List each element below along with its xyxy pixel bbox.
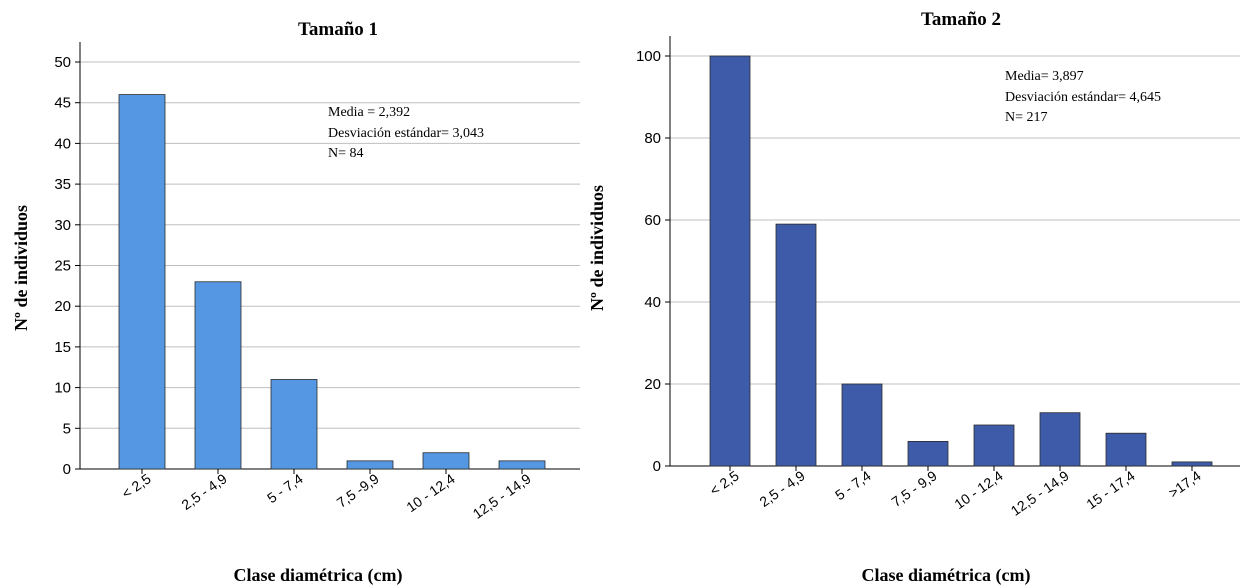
x-tick-label: < 2,5 bbox=[707, 467, 742, 498]
bar bbox=[270, 379, 318, 470]
bar bbox=[907, 440, 949, 467]
x-axis-label: Clase diamétrica (cm) bbox=[234, 565, 403, 586]
x-tick-label: 7,5 - 9,9 bbox=[888, 467, 939, 510]
chart-title: Tamaño 2 bbox=[921, 9, 1001, 30]
x-tick-label: 10 - 12,4 bbox=[951, 467, 1006, 512]
y-tick-label: 5 bbox=[63, 420, 71, 437]
x-tick-label: 10 - 12,4 bbox=[403, 470, 458, 515]
stats-annotation: Media = 2,392 Desviación estándar= 3,043… bbox=[328, 105, 484, 161]
annotation-std-dev: Desviación estándar= 4,645 bbox=[1005, 90, 1161, 105]
chart-title: Tamaño 1 bbox=[298, 19, 378, 40]
y-tick-label: 25 bbox=[54, 258, 71, 275]
y-tick-label: 45 bbox=[54, 95, 71, 112]
annotation-n: N= 84 bbox=[328, 146, 364, 161]
chart-tamano-2: Tamaño 2 Nº de individuos Clase diamétri… bbox=[587, 9, 1240, 586]
x-tick-label: 7,5 -9,9 bbox=[334, 470, 382, 510]
y-tick-label: 100 bbox=[636, 48, 661, 65]
bar bbox=[973, 424, 1015, 467]
bar bbox=[118, 94, 166, 470]
bar bbox=[498, 460, 546, 470]
bar bbox=[1171, 461, 1213, 467]
bar bbox=[775, 223, 817, 467]
y-axis-label: Nº de individuos bbox=[11, 205, 31, 331]
y-tick-label: 20 bbox=[644, 376, 661, 393]
y-tick-label: 15 bbox=[54, 339, 71, 356]
bar bbox=[422, 452, 470, 470]
bar bbox=[346, 460, 394, 470]
y-tick-label: 30 bbox=[54, 217, 71, 234]
x-tick-label: 5 - 7,4 bbox=[264, 470, 306, 506]
bar bbox=[1105, 432, 1147, 467]
y-tick-label: 0 bbox=[653, 458, 661, 475]
y-tick-label: 50 bbox=[54, 54, 71, 71]
x-tick-label: < 2,5 bbox=[119, 470, 154, 501]
annotation-n: N= 217 bbox=[1005, 110, 1048, 125]
x-axis-label: Clase diamétrica (cm) bbox=[862, 565, 1031, 586]
y-tick-label: 0 bbox=[63, 461, 71, 478]
bar bbox=[1039, 412, 1081, 467]
chart-tamano-1: Tamaño 1 Nº de individuos Clase diamétri… bbox=[11, 19, 580, 586]
y-tick-label: 40 bbox=[644, 294, 661, 311]
x-tick-label: >17,4 bbox=[1166, 467, 1204, 501]
y-tick-label: 40 bbox=[54, 135, 71, 152]
y-tick-label: 10 bbox=[54, 380, 71, 397]
bar bbox=[709, 55, 751, 467]
y-tick-label: 20 bbox=[54, 298, 71, 315]
stats-annotation: Media= 3,897 Desviación estándar= 4,645 … bbox=[1005, 69, 1161, 125]
x-tick-label: 5 - 7,4 bbox=[832, 467, 874, 503]
annotation-mean: Media = 2,392 bbox=[328, 105, 410, 120]
x-tick-label: 12,5 - 14,9 bbox=[470, 470, 534, 522]
x-tick-label: 2,5 - 4,9 bbox=[756, 467, 807, 510]
x-tick-label: 15 - 17,4 bbox=[1083, 467, 1138, 512]
x-tick-label: 2,5 - 4,9 bbox=[178, 470, 229, 513]
y-tick-label: 80 bbox=[644, 130, 661, 147]
bar bbox=[841, 383, 883, 467]
y-tick-label: 60 bbox=[644, 212, 661, 229]
bar bbox=[194, 281, 242, 470]
annotation-mean: Media= 3,897 bbox=[1005, 69, 1084, 84]
y-tick-label: 35 bbox=[54, 176, 71, 193]
x-tick-label: 12,5 - 14,9 bbox=[1008, 467, 1072, 519]
y-axis-label: Nº de individuos bbox=[587, 185, 607, 311]
annotation-std-dev: Desviación estándar= 3,043 bbox=[328, 126, 484, 141]
